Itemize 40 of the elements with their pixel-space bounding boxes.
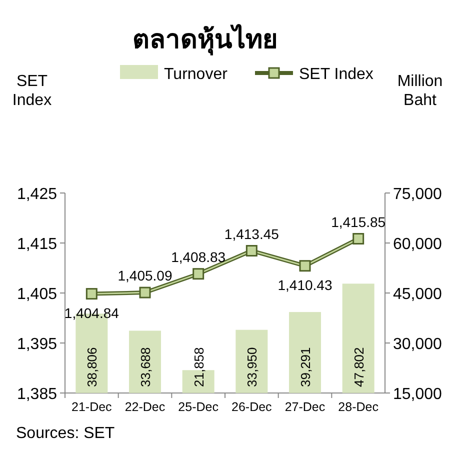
point (192, 268, 204, 280)
x-tick-label: 22-Dec (124, 400, 166, 414)
source-note: Sources: SET (16, 425, 115, 442)
y2-tick-label: 60,000 (393, 236, 442, 253)
x-tick-label: 25-Dec (178, 400, 218, 414)
data-label: 1,415.85 (331, 214, 386, 230)
x-tick-label: 28-Dec (338, 400, 378, 414)
y2-tick-label: 15,000 (393, 386, 442, 403)
x-tick-label: 21-Dec (72, 400, 112, 414)
y2-tick-label: 30,000 (393, 336, 442, 353)
point (352, 233, 364, 244)
y2-axis-title: Million Baht (397, 73, 443, 109)
data-label: 33,950 (244, 347, 260, 387)
data-label: 1,408.83 (171, 248, 226, 265)
chart-title: ตลาดหุ้นไทย (132, 23, 278, 56)
x-tick-label: 27-Dec (284, 400, 326, 414)
data-label: 21,858 (191, 347, 206, 387)
legend-label: Turnover (164, 66, 228, 83)
y-tick-label: 1,415 (16, 236, 58, 253)
point (246, 245, 258, 256)
y-tick-label: 1,425 (16, 186, 58, 203)
y2-tick-label: 75,000 (393, 186, 442, 203)
y-tick-label: 1,385 (16, 386, 58, 403)
point (139, 286, 151, 298)
y-tick-label: 1,405 (16, 286, 58, 303)
data-label: 39,291 (298, 347, 313, 387)
data-label: 1,405.09 (118, 268, 172, 284)
point (86, 288, 98, 300)
data-label: 47,802 (351, 347, 366, 387)
data-label: 33,688 (138, 347, 153, 387)
point (299, 260, 311, 272)
x-tick-label: 26-Dec (232, 400, 272, 414)
data-label: 1,404.84 (64, 304, 120, 321)
legend-label: SET Index (299, 66, 374, 83)
data-label: 38,806 (84, 347, 100, 387)
y2-tick-label: 45,000 (393, 286, 442, 303)
y-tick-label: 1,395 (16, 336, 58, 353)
y-axis-title: SET Index (12, 73, 52, 109)
data-label: 1,413.45 (224, 226, 280, 242)
data-label: 1,410.43 (278, 276, 332, 293)
